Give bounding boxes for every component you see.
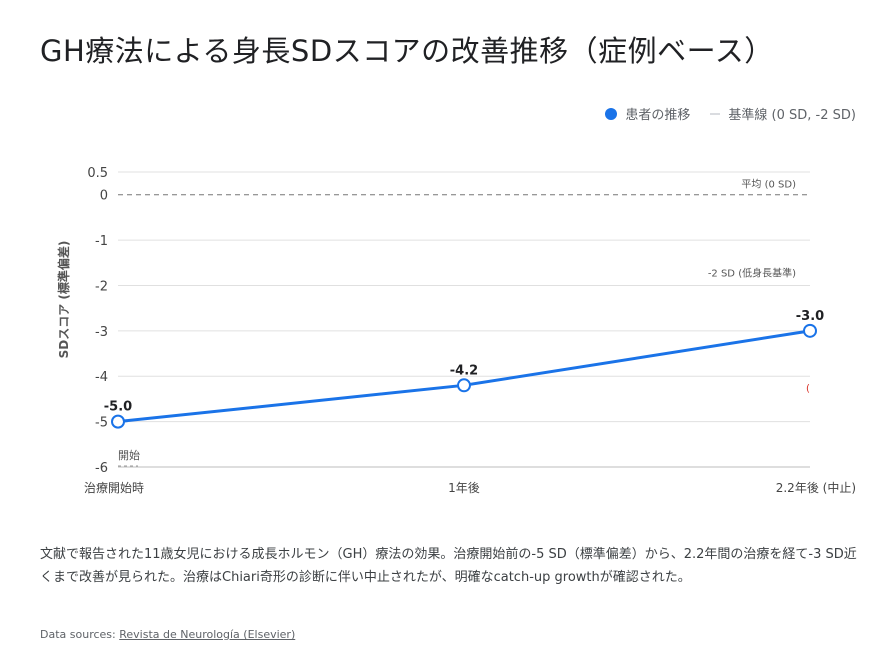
data-point bbox=[111, 414, 125, 429]
x-tick-label: 1年後 bbox=[448, 481, 480, 495]
y-tick-label: 0.5 bbox=[87, 166, 108, 181]
x-tick-label: 治療開始時 bbox=[84, 481, 144, 495]
data-point bbox=[803, 323, 817, 338]
chart-description: 文献で報告された11歳女児における成長ホルモン（GH）療法の効果。治療開始前の-… bbox=[40, 547, 857, 585]
line-chart: 0.5 0 -1 -2 -3 -4 -5 -6 治療開始時 1年後 2.2年後 (中止) SDスコア … bbox=[56, 166, 856, 495]
data-label: -5.0 bbox=[104, 400, 132, 415]
source-prefix: Data sources: bbox=[40, 628, 120, 641]
y-tick-label: -2 bbox=[95, 279, 108, 294]
data-label: -4.2 bbox=[450, 363, 478, 378]
legend-marker-patient bbox=[605, 107, 618, 120]
data-source: Data sources: Revista de Neurología (Els… bbox=[40, 628, 295, 641]
y-axis-label: SDスコア (標準偏差) bbox=[56, 241, 71, 359]
legend: 患者の推移 基準線 (0 SD, -2 SD) bbox=[605, 104, 856, 123]
y-tick-label: -1 bbox=[95, 234, 108, 249]
source-link[interactable]: Revista de Neurología (Elsevier) bbox=[119, 628, 296, 641]
legend-marker-reference bbox=[710, 112, 721, 115]
legend-label-patient: 患者の推移 bbox=[625, 108, 691, 123]
y-tick-label: -5 bbox=[95, 416, 108, 431]
data-label: -3.0 bbox=[796, 309, 824, 324]
y-tick-label: -4 bbox=[95, 370, 108, 385]
legend-label-reference: 基準線 (0 SD, -2 SD) bbox=[728, 108, 856, 123]
data-point bbox=[457, 378, 471, 393]
annotation-start: 開始 bbox=[118, 448, 140, 462]
y-tick-label: -6 bbox=[95, 461, 108, 476]
y-tick-label: -3 bbox=[95, 325, 108, 340]
x-tick-label: 2.2年後 (中止) bbox=[776, 480, 856, 495]
y-tick-label: 0 bbox=[100, 189, 108, 204]
reference-label-mean: 平均 (0 SD) bbox=[741, 179, 796, 191]
chart-title: GH療法による身長SDスコアの改善推移（症例ベース） bbox=[40, 34, 774, 68]
reference-label-short-stature: -2 SD (低身長基準) bbox=[708, 266, 796, 279]
annotation-truncated: ( bbox=[806, 383, 810, 394]
